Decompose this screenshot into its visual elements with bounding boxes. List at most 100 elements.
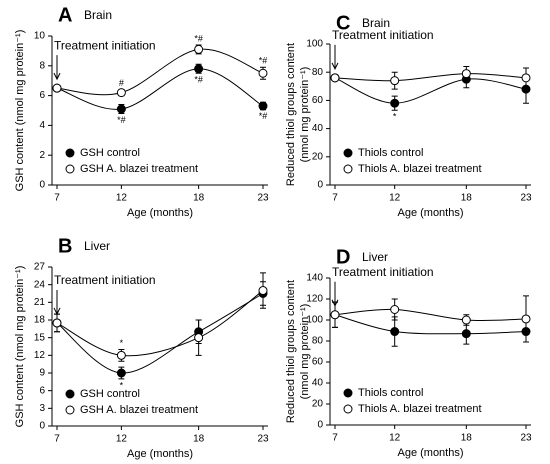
x-tick-label: 23: [520, 193, 532, 204]
data-point: [258, 101, 268, 111]
y-tick-label: 12: [34, 350, 46, 361]
x-tick-label: 18: [461, 193, 473, 204]
y-axis-title: (nmol mg protein⁻¹): [299, 304, 311, 400]
legend-marker: [65, 164, 75, 174]
x-tick-label: 12: [389, 193, 401, 204]
y-tick-label: 6: [39, 90, 45, 101]
panel-label: A: [58, 4, 72, 26]
y-tick-label: 6: [39, 385, 45, 396]
significance-label: *#: [194, 33, 203, 43]
y-tick-label: 80: [312, 336, 324, 347]
y-tick-label: 10: [34, 31, 46, 42]
y-tick-label: 100: [306, 39, 323, 50]
annotation: Treatment initiation: [332, 265, 434, 279]
x-axis-title: Age (months): [397, 447, 463, 459]
data-point: [116, 104, 126, 114]
legend-marker: [343, 404, 353, 414]
y-tick-label: 4: [39, 120, 45, 131]
legend-marker: [65, 405, 75, 415]
legend-marker: [65, 148, 75, 158]
x-tick-label: 18: [193, 434, 205, 445]
series-line: [56, 293, 264, 374]
data-point: [390, 327, 400, 337]
series-line: [334, 314, 527, 335]
y-tick-label: 140: [306, 273, 323, 284]
y-tick-label: 100: [306, 315, 323, 326]
data-point: [461, 315, 471, 325]
x-axis-title: Age (months): [127, 207, 193, 219]
significance-label: *: [393, 112, 397, 122]
legend-label: Thiols control: [358, 387, 423, 399]
arrow-head: [53, 72, 61, 81]
series-line: [56, 48, 264, 96]
data-point: [521, 314, 531, 324]
legend-label: Thiols A. blazei treatment: [358, 403, 482, 415]
data-point: [194, 64, 204, 74]
y-axis-title: Reduced thiol groups content: [285, 280, 297, 423]
legend-label: GSH A. blazei treatment: [80, 163, 198, 175]
data-point: [194, 44, 204, 54]
y-tick-label: 9: [39, 368, 45, 379]
legend-marker: [65, 389, 75, 399]
significance-label: *#: [117, 115, 126, 125]
significance-label: *#: [259, 56, 268, 66]
y-tick-label: 120: [306, 294, 323, 305]
x-tick-label: 7: [54, 434, 60, 445]
data-point: [521, 73, 531, 83]
data-point: [390, 305, 400, 314]
series-line: [334, 308, 527, 322]
panel-label: C: [336, 12, 350, 34]
data-point: [390, 98, 400, 108]
y-tick-label: 15: [34, 332, 46, 343]
annotation: Treatment initiation: [54, 38, 156, 52]
data-point: [461, 329, 471, 339]
y-tick-label: 21: [34, 297, 46, 308]
x-tick-label: 18: [193, 193, 205, 204]
x-tick-label: 12: [389, 433, 401, 444]
data-point: [116, 350, 126, 360]
y-tick-label: 24: [34, 279, 46, 290]
data-point: [194, 333, 204, 343]
x-tick-label: 23: [520, 433, 532, 444]
data-point: [116, 368, 126, 378]
legend-marker: [343, 388, 353, 398]
series-line: [56, 68, 264, 110]
y-tick-label: 0: [317, 420, 323, 431]
x-tick-label: 7: [332, 193, 338, 204]
x-axis-title: Age (months): [127, 448, 193, 460]
arrow-head: [331, 62, 339, 70]
x-tick-label: 7: [54, 193, 60, 204]
series-line: [334, 77, 527, 104]
y-tick-label: 18: [34, 315, 46, 326]
data-point: [521, 327, 531, 337]
data-point: [461, 69, 471, 79]
significance-label: *#: [259, 111, 268, 121]
panel-title: Liver: [362, 250, 388, 264]
y-axis-title: GSH content (nmol mg protein⁻¹): [14, 266, 26, 428]
data-point: [390, 76, 400, 86]
annotation: Treatment initiation: [54, 273, 156, 287]
y-tick-label: 20: [312, 399, 324, 410]
legend-label: Thiols control: [358, 147, 423, 159]
y-tick-label: 2: [39, 150, 45, 161]
significance-label: *: [120, 338, 124, 348]
panel-label: B: [58, 235, 72, 257]
y-tick-label: 0: [317, 180, 323, 191]
data-point: [521, 84, 531, 94]
data-point: [52, 83, 62, 93]
x-tick-label: 23: [257, 434, 269, 445]
x-tick-label: 12: [116, 434, 128, 445]
y-tick-label: 27: [34, 262, 46, 273]
x-tick-label: 18: [461, 433, 473, 444]
panel-title: Brain: [84, 8, 112, 22]
x-tick-label: 7: [332, 433, 338, 444]
series-line: [334, 73, 527, 82]
x-axis-title: Age (months): [397, 207, 463, 219]
significance-label: #: [119, 78, 124, 88]
data-point: [116, 88, 126, 98]
y-tick-label: 3: [39, 403, 45, 414]
x-tick-label: 23: [257, 193, 269, 204]
y-axis-title: Reduced thiol groups content: [285, 43, 297, 186]
y-tick-label: 0: [39, 421, 45, 432]
y-tick-label: 40: [312, 378, 324, 389]
